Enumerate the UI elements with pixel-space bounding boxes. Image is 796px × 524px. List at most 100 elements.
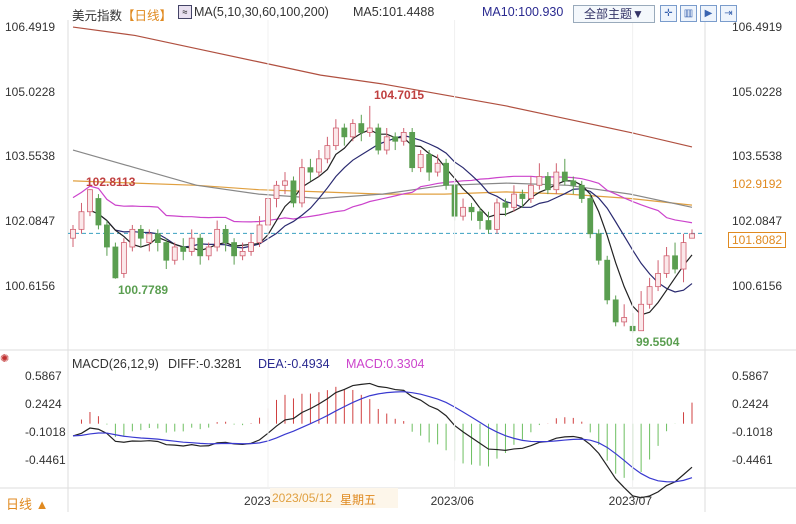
candle-down (197, 237, 204, 257)
candle-up (536, 176, 543, 186)
candle-down (612, 299, 619, 323)
candle-down (604, 259, 611, 301)
candle-up (655, 273, 661, 288)
candle-up (214, 228, 221, 248)
step-icon[interactable]: ▶ (700, 5, 717, 22)
ma5-line (89, 129, 693, 316)
low2-annotation: 99.5504 (636, 334, 680, 349)
ma-params: MA(5,10,30,60,100,200) (194, 5, 329, 19)
macd-settings-icon[interactable]: ✺ (0, 353, 10, 365)
candle-up (248, 242, 254, 252)
candle-up (383, 136, 390, 151)
price-tick-right: 106.4919 (732, 20, 783, 34)
candle-down (222, 228, 229, 243)
candle-up (87, 189, 93, 213)
candle-down (561, 171, 568, 182)
candle-down (375, 127, 382, 151)
price-tick-left: 105.0228 (5, 84, 56, 99)
ma10-line (98, 134, 693, 293)
candle-down (485, 220, 492, 230)
candle-up (527, 184, 534, 199)
candle-down (468, 206, 475, 213)
candle-down (578, 184, 585, 199)
price-tick-left: 102.0847 (5, 214, 56, 229)
candle-up (324, 145, 331, 160)
candle-up (553, 171, 560, 191)
candle-up (646, 286, 653, 305)
candle-up (400, 132, 407, 142)
candle-up (70, 228, 76, 239)
ma5-value: MA5:101.4488 (353, 5, 435, 19)
price-tick-right: 102.0847 (732, 214, 783, 229)
macd-params: MACD(26,12,9) (72, 357, 159, 371)
macd-tick-left: 0.5867 (25, 369, 62, 383)
low-annotation: 100.7789 (118, 282, 169, 297)
candle-up (349, 123, 356, 138)
candle-up (256, 224, 263, 243)
candle-up (239, 251, 246, 257)
ma-settings-icon[interactable]: ≈ (178, 5, 192, 19)
candle-up (282, 180, 288, 186)
period-toggle-button[interactable]: 日线 ▲ (6, 497, 49, 512)
price-tick-left: 106.4919 (5, 20, 56, 34)
macd-tick-left: -0.4461 (25, 452, 66, 467)
ma10-value: MA10:100.930 (482, 5, 564, 19)
candle-down (544, 176, 551, 191)
candle-up (78, 211, 85, 230)
macd-tick-left: 0.2424 (25, 396, 62, 411)
candle-up (205, 246, 212, 257)
macd-dea-value: DEA:-0.4934 (258, 357, 330, 371)
candle-up (689, 233, 695, 239)
candle-up (188, 237, 195, 252)
candle-up (273, 184, 280, 199)
ma60-line (72, 149, 693, 208)
candle-down (519, 193, 526, 199)
candle-down (180, 246, 187, 252)
price-tick-right: 100.6156 (732, 278, 783, 293)
macd-tick-right: -0.1018 (732, 424, 773, 439)
start-high-annotation: 102.8113 (86, 175, 136, 190)
price-tick-right: 105.0228 (732, 84, 783, 99)
candle-down (502, 202, 509, 208)
exit-icon[interactable]: ⇥ (720, 5, 737, 22)
candle-up (129, 228, 136, 248)
candle-down (137, 228, 144, 239)
xaxis-label-2023-06: 2023/06 (430, 494, 474, 508)
xaxis-label-2023-07: 2023/07 (608, 494, 653, 508)
theme-dropdown[interactable]: 全部主题▼ (573, 5, 655, 23)
candle-down (477, 211, 483, 221)
candle-down (595, 233, 602, 261)
candle-up (316, 158, 322, 173)
macd-diff-line (72, 382, 693, 499)
candle-up (460, 206, 466, 217)
instrument-title: 美元指数 (72, 9, 123, 23)
macd-tick-right: 0.2424 (732, 396, 769, 411)
candle-up (332, 127, 339, 147)
split-view-icon[interactable]: ▥ (680, 5, 697, 22)
candle-down (587, 198, 594, 235)
current-price-label: 101.8082 (728, 232, 787, 249)
candle-down (426, 154, 433, 173)
candle-down (307, 167, 314, 173)
ma100-axis-label: 102.9192 (732, 177, 783, 192)
cursor-date-box: 2023/05/12 星期五 (270, 488, 398, 508)
candle-down (231, 242, 238, 257)
candle-up (621, 317, 628, 323)
candle-up (434, 162, 441, 173)
candle-up (299, 167, 305, 204)
cursor-date: 2023/05/12 (272, 491, 333, 505)
candle-down (672, 255, 678, 270)
candle-up (494, 202, 500, 230)
ma200-line (72, 26, 693, 148)
candle-up (171, 246, 178, 261)
macd-dea-line (72, 391, 693, 483)
period-label[interactable]: 【日线】 (122, 9, 173, 23)
candle-down (104, 224, 110, 248)
candle-down (341, 127, 348, 138)
candle-up (366, 127, 373, 133)
crosshair-icon[interactable]: ✛ (660, 5, 677, 22)
ma100-line (72, 180, 693, 206)
candle-down (409, 132, 416, 169)
